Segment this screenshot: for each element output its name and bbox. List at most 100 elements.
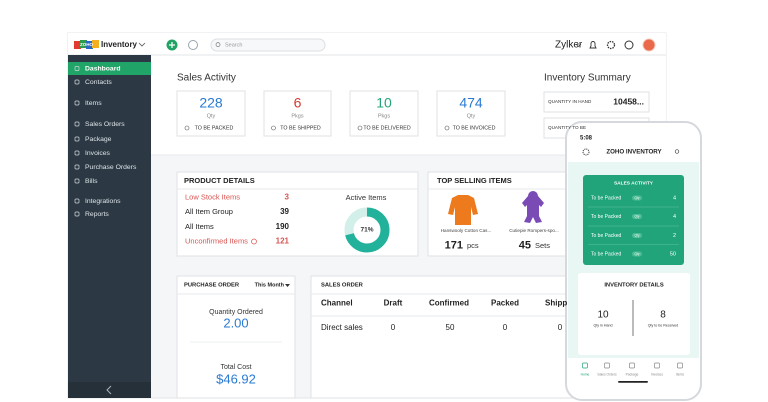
table-cell: 0 [558,323,563,332]
phone-card-title: INVENTORY DETAILS [604,283,664,289]
column-header: Channel [321,299,353,308]
activity-label: TO BE INVOICED [453,125,496,131]
status-time: 5:08 [580,136,593,142]
nav-item[interactable]: Package [85,136,112,143]
qty-badge-text: Qty [635,214,640,218]
nav-item[interactable]: Contacts [85,79,112,86]
phone-settings-icon[interactable] [582,148,590,156]
donut-title: Active Items [346,193,387,202]
settings-icon[interactable] [606,40,616,50]
detail-number: 10 [597,310,609,321]
qty-badge [632,195,642,201]
donut-label: 71% [360,227,373,234]
summary-label: QUANTITY IN HAND [548,99,592,104]
detail-label[interactable]: All Items [185,222,214,231]
nav-icon [74,136,80,142]
section-title: Sales Activity [177,73,236,84]
item-unit: Sets [535,241,550,250]
tab-label[interactable]: Package [626,372,639,376]
activity-card[interactable] [436,90,506,137]
summary-row [543,91,650,113]
detail-label[interactable]: Low Stock Items [185,192,240,201]
status-icon [271,125,276,131]
top-selling-panel [427,171,589,257]
sidebar [68,55,151,398]
detail-label[interactable]: Unconfirmed Items [185,236,248,245]
help-icon[interactable] [624,40,634,50]
tab-icon [677,362,683,369]
item-name: Hanswooly Cotton Cas... [441,228,492,233]
nav-icon [74,100,80,106]
qty-badge [632,251,642,257]
status-icon [184,125,190,131]
nav-icon [74,121,80,127]
nav-item[interactable]: Reports [85,211,109,218]
nav-icon [74,66,80,71]
tab-icon [629,362,635,369]
qty-badge-text: Qty [635,196,640,200]
history-icon[interactable] [188,40,198,50]
nav-item[interactable]: Sales Orders [85,121,125,128]
activity-unit: Qty [207,113,216,119]
active-nav [68,62,151,75]
logo-block [80,40,87,48]
item-image [448,195,478,225]
avatar[interactable] [642,38,656,52]
activity-value: 474 [459,95,483,111]
phone-row-label: To be Packed [591,214,622,220]
nav-item[interactable]: Bills [85,178,98,185]
search-box[interactable] [210,38,326,52]
org-name[interactable]: Zylker [555,40,583,51]
column-header: Packed [491,299,519,308]
nav-item[interactable]: Invoices [85,150,111,157]
activity-value: 6 [294,95,302,111]
nav-item[interactable]: Integrations [85,198,121,205]
logo-text: ZOHO [80,42,93,47]
activity-card[interactable] [349,90,419,137]
item-unit: pcs [467,241,479,250]
phone-card-title: SALES ACTIVITY [614,180,654,186]
tab-icon [654,362,660,369]
phone-row-label: To be Packed [591,233,622,239]
period-select[interactable]: This Month [255,282,285,288]
home-indicator [618,381,648,383]
activity-label: TO BE DELIVERED [363,125,410,131]
activity-card[interactable] [176,90,246,137]
phone-row-value: 50 [670,251,676,257]
nav-item[interactable]: Dashboard [85,65,121,72]
nav-item[interactable]: Purchase Orders [85,164,137,171]
tab-label[interactable]: Items [676,372,684,376]
dropdown-icon[interactable] [138,42,146,47]
activity-label: TO BE SHIPPED [280,125,321,131]
panel-title: TOP SELLING ITEMS [437,176,512,185]
column-header: Confirmed [429,299,469,308]
item-qty: 45 [519,239,531,251]
activity-label: TO BE PACKED [195,125,234,131]
detail-value: 39 [280,207,289,216]
dropdown-icon[interactable] [575,43,582,48]
metric-value: $46.92 [216,371,256,386]
detail-label[interactable]: All Item Group [185,207,233,216]
table-cell: 0 [503,323,508,332]
panel-title: PRODUCT DETAILS [184,176,255,185]
item-name: Cutiepie Rompers-spo... [509,228,559,233]
phone-row-value: 4 [673,195,676,201]
tab-label[interactable]: Sales Orders [597,372,617,376]
tab-label[interactable]: Home [581,372,590,376]
detail-value: 3 [285,193,290,202]
phone-search-icon[interactable] [674,149,680,154]
item-image [522,191,544,223]
nav-item[interactable]: Items [85,100,102,107]
bell-icon[interactable] [589,41,597,49]
nav-icon [74,178,80,184]
nav-icon [74,164,80,170]
info-icon[interactable] [251,238,257,245]
status-icon [444,125,450,131]
phone-title: ZOHO INVENTORY [606,149,662,156]
item-qty: 171 [445,239,463,251]
detail-value: 121 [276,237,290,246]
collapse-icon[interactable] [106,385,112,395]
tab-label[interactable]: Invoices [651,372,663,376]
dropdown-icon[interactable] [285,284,290,287]
